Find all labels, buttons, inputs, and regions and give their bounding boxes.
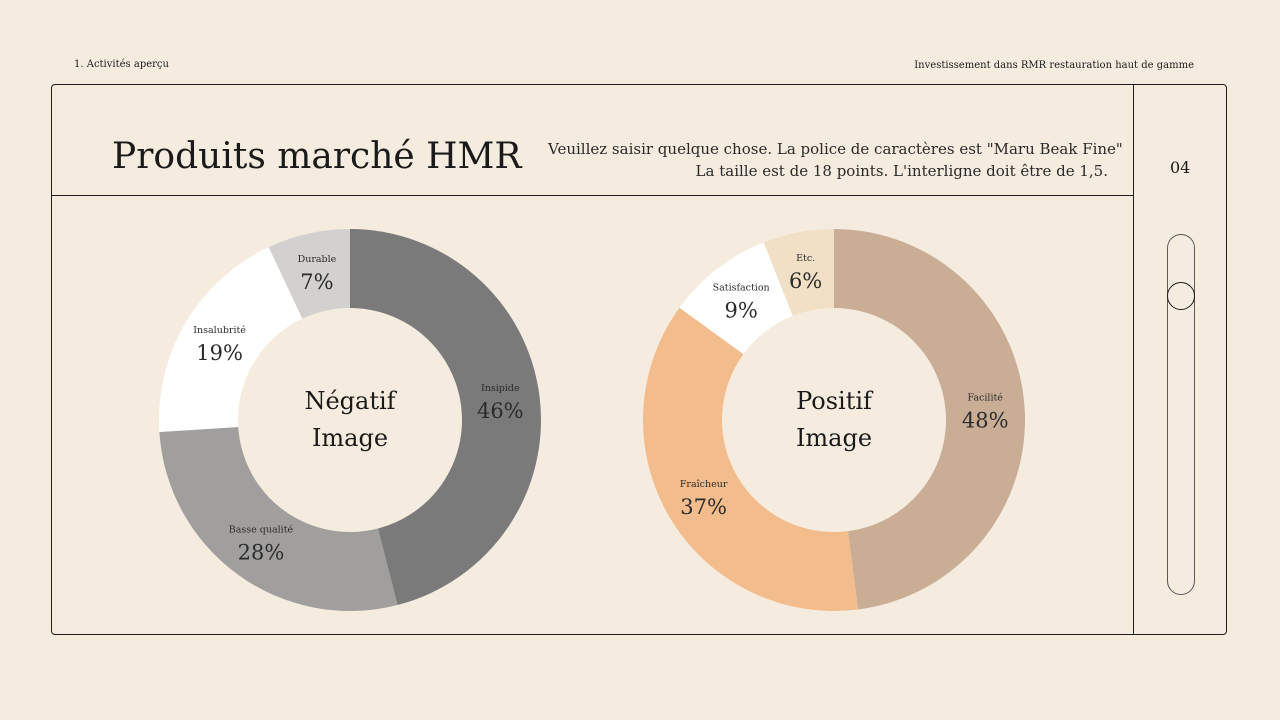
donut-slice [763, 229, 834, 316]
sidebar-divider [1133, 84, 1134, 635]
slide-frame [51, 84, 1227, 635]
page-number: 04 [1170, 158, 1191, 177]
slice-value: 46% [477, 399, 524, 423]
slice-label: Insalubrité [193, 325, 246, 336]
subtitle-line-1: Veuillez saisir quelque chose. La police… [548, 140, 1123, 158]
slice-label: Facilité [967, 392, 1003, 403]
subtitle: Veuillez saisir quelque chose. La police… [548, 138, 1123, 182]
donut-center-label: Négatif [304, 387, 397, 415]
donut-slice [268, 229, 350, 319]
donut-center-label: Positif [796, 387, 874, 415]
donut-slice [350, 229, 541, 605]
slice-value: 7% [300, 270, 333, 294]
section-label: 1. Activités aperçu [74, 59, 169, 70]
slice-value: 6% [789, 269, 822, 293]
scrollbar-track[interactable] [1167, 234, 1195, 595]
slice-label: Durable [298, 254, 337, 265]
slice-label: Basse qualité [229, 525, 294, 536]
slice-label: Etc. [796, 253, 815, 264]
project-label: Investissement dans RMR restauration hau… [914, 60, 1194, 71]
subtitle-line-2: La taille est de 18 points. L'interligne… [695, 162, 1108, 180]
slice-label: Insipide [481, 383, 520, 394]
donut-chart-1: Insipide 46% Basse qualité 28% Insalubrité 19… [158, 229, 541, 612]
donut-slice [643, 307, 858, 611]
donut-slice [834, 229, 1025, 610]
donut-slice [679, 242, 793, 355]
slice-value: 9% [724, 298, 757, 322]
slice-value: 19% [196, 341, 243, 365]
scrollbar-thumb[interactable] [1167, 282, 1195, 310]
slice-value: 37% [680, 495, 727, 519]
slice-value: 48% [962, 408, 1009, 432]
slice-label: Fraîcheur [680, 479, 728, 490]
slice-value: 28% [238, 541, 285, 565]
donut-chart-2: Facilité 48% Fraîcheur 37% Satisfaction 9% Etc… [643, 229, 1025, 611]
page-title: Produits marché HMR [112, 136, 522, 177]
slice-label: Satisfaction [713, 282, 770, 293]
donut-center-label: Image [312, 424, 388, 452]
donut-center-label: Image [796, 424, 872, 452]
donut-slice [159, 427, 398, 612]
header-divider [51, 195, 1134, 196]
donut-slice [158, 247, 303, 432]
